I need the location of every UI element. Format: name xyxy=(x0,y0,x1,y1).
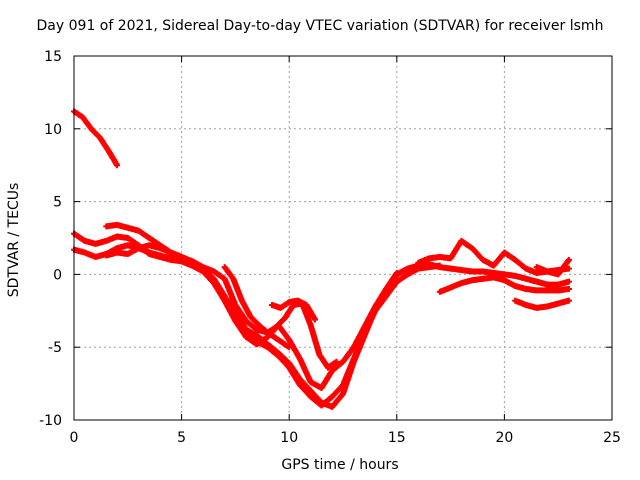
data-trace xyxy=(106,148,120,167)
data-trace xyxy=(230,277,245,303)
x-tick-label: 20 xyxy=(495,430,513,446)
y-tick-label: -5 xyxy=(48,340,62,356)
data-point xyxy=(565,285,572,292)
data-trace xyxy=(319,368,335,390)
data-trace xyxy=(308,323,322,357)
grid-layer xyxy=(74,56,612,420)
axis-layer: 0 5 10 15 20 25 -10 -5 0 5 10 15 xyxy=(39,49,621,446)
y-tick-label: -10 xyxy=(39,413,62,429)
y-tick-label: 5 xyxy=(53,195,62,211)
data-trace xyxy=(373,287,389,309)
series-arc-5 xyxy=(103,242,293,351)
data-point xyxy=(312,316,319,323)
x-tick-label: 15 xyxy=(388,430,406,446)
data-point xyxy=(565,278,572,285)
data-trace xyxy=(448,239,464,261)
data-trace xyxy=(340,345,356,364)
data-trace xyxy=(304,303,318,322)
x-tick-label: 10 xyxy=(280,430,298,446)
x-tick-label: 0 xyxy=(70,430,79,446)
data-point xyxy=(565,297,572,304)
x-axis-label: GPS time / hours xyxy=(281,457,399,473)
data-trace xyxy=(362,304,378,329)
series-arc-9 xyxy=(436,274,572,295)
y-tick-label: 0 xyxy=(53,267,62,283)
data-trace xyxy=(287,365,303,387)
data-trace xyxy=(317,352,331,370)
data-trace xyxy=(383,279,399,299)
series-arc-10 xyxy=(512,297,572,311)
series-arc-11 xyxy=(533,256,572,278)
data-trace xyxy=(556,258,572,277)
data-point xyxy=(114,162,121,169)
plot-frame xyxy=(73,55,613,421)
data-trace xyxy=(233,319,249,339)
data-trace xyxy=(383,271,399,291)
data-trace xyxy=(286,338,303,361)
data-trace xyxy=(276,354,292,370)
data-trace xyxy=(201,268,216,284)
data-trace xyxy=(282,303,296,320)
series-arc-7 xyxy=(268,297,319,323)
data-trace xyxy=(222,298,238,323)
data-point xyxy=(393,269,400,276)
data-point xyxy=(565,265,572,272)
data-trace xyxy=(308,388,324,405)
series-arc-1 xyxy=(71,108,121,169)
data-point xyxy=(286,344,293,351)
data-trace xyxy=(222,277,238,307)
x-tick-label: 5 xyxy=(177,430,186,446)
y-tick-label: 15 xyxy=(44,49,62,65)
data-trace xyxy=(297,383,313,399)
x-tick-label: 25 xyxy=(603,430,621,446)
data-trace xyxy=(330,383,345,399)
data-trace xyxy=(330,391,346,409)
y-tick-label: 10 xyxy=(44,122,62,138)
chart-title: Day 091 of 2021, Sidereal Day-to-day VTE… xyxy=(36,18,604,34)
y-axis-label: SDTVAR / TECUs xyxy=(6,182,22,298)
data-point xyxy=(565,256,572,263)
data-trace xyxy=(233,303,249,323)
data-trace xyxy=(239,298,253,319)
series-arc-2 xyxy=(71,230,572,410)
data-point xyxy=(333,358,340,365)
series-arc-4 xyxy=(103,221,400,391)
data-point xyxy=(436,262,443,269)
data-trace xyxy=(211,279,227,303)
data-trace xyxy=(297,357,314,384)
data-layer xyxy=(71,108,572,410)
data-trace xyxy=(297,377,313,393)
data-trace xyxy=(351,325,367,349)
data-trace xyxy=(97,135,111,153)
data-trace xyxy=(340,357,357,387)
data-trace xyxy=(491,250,507,268)
data-trace xyxy=(470,246,485,262)
